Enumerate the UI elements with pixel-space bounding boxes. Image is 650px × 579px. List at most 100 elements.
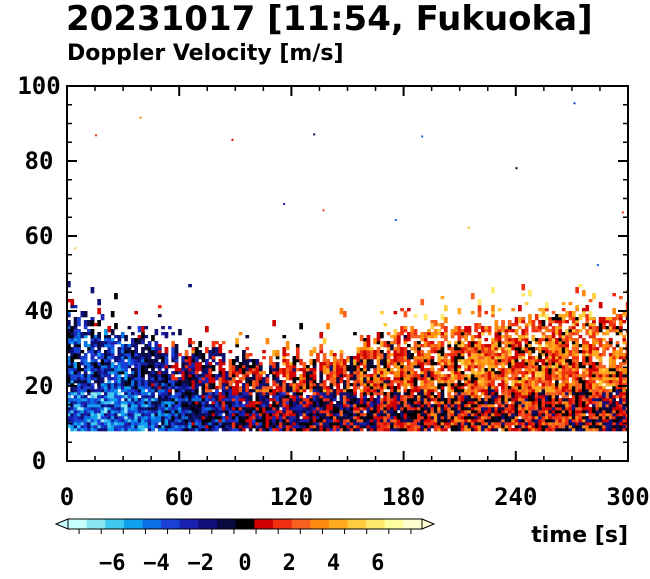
echo-cell <box>625 398 628 402</box>
echo-cell <box>608 371 613 375</box>
echo-cell <box>157 305 162 309</box>
echo-cell <box>528 371 532 375</box>
echo-cell <box>198 377 202 381</box>
echo-cell <box>464 389 468 393</box>
echo-cell <box>164 422 169 426</box>
echo-cell <box>205 395 209 399</box>
colorbar-swatch <box>328 519 349 529</box>
echo-cell <box>541 332 546 336</box>
echo-cell <box>440 344 445 348</box>
echo-cell <box>93 335 98 339</box>
echo-cell <box>184 350 189 357</box>
echo-cell <box>440 404 445 411</box>
echo-cell <box>390 341 394 351</box>
echo-cell <box>619 347 623 354</box>
echo-cell <box>470 335 475 339</box>
echo-cell <box>376 413 381 417</box>
echo-cell <box>319 344 324 351</box>
echo-cell <box>73 329 78 333</box>
echo-cell <box>477 338 482 342</box>
echo-cell <box>309 389 314 393</box>
echo-cell <box>198 428 202 432</box>
echo-cell <box>615 425 620 429</box>
echo-cell <box>511 386 515 390</box>
echo-cell <box>417 416 421 420</box>
echo-cell <box>501 413 505 417</box>
echo-cell <box>619 326 623 330</box>
echo-cell <box>248 392 253 396</box>
y-tick-label: 100 <box>17 72 60 100</box>
echo-cell <box>521 293 526 297</box>
colorbar-frame <box>67 518 423 530</box>
echo-cell <box>97 368 101 375</box>
echo-cell <box>427 350 431 360</box>
echo-cell <box>319 332 324 339</box>
echo-cell <box>380 341 384 348</box>
echo-cell <box>457 377 462 387</box>
echo-cell <box>83 344 88 348</box>
echo-cell <box>332 413 337 417</box>
echo-cell <box>528 428 532 432</box>
echo-cell <box>619 389 623 399</box>
echo-cell <box>73 386 78 390</box>
echo-cell <box>444 380 448 384</box>
echo-cell <box>393 362 398 369</box>
echo-cell <box>326 374 330 381</box>
echo-cell <box>558 344 563 354</box>
echo-cell <box>558 419 563 423</box>
echo-cell <box>93 338 98 345</box>
echo-cell <box>427 389 431 396</box>
echo-cell <box>178 407 182 411</box>
echo-cell <box>494 353 499 357</box>
echo-cell <box>423 353 428 357</box>
echo-cell <box>343 311 347 318</box>
echo-cell <box>440 347 445 357</box>
echo-cell <box>420 344 425 348</box>
echo-cell <box>238 410 243 414</box>
echo-cell <box>356 404 361 408</box>
echo-cell <box>575 374 579 378</box>
echo-cell <box>332 425 337 429</box>
echo-cell <box>494 371 499 381</box>
echo-cell <box>134 377 138 381</box>
echo-cell <box>120 353 125 357</box>
echo-cell <box>343 410 347 414</box>
echo-cell <box>433 395 438 399</box>
echo-cell <box>433 347 438 351</box>
echo-cell <box>585 392 590 396</box>
echo-cell <box>487 347 492 357</box>
echo-cell <box>359 356 364 360</box>
echo-cell <box>531 380 536 390</box>
echo-cell <box>484 428 489 432</box>
echo-cell <box>90 317 95 321</box>
colorbar-swatch <box>105 519 125 529</box>
echo-cell <box>178 380 182 384</box>
colorbar-swatch <box>217 519 237 529</box>
echo-cell <box>484 383 489 387</box>
echo-cell <box>437 350 441 354</box>
echo-cell <box>114 425 118 429</box>
echo-cell <box>521 284 526 291</box>
echo-cell <box>602 350 606 357</box>
echo-cell <box>178 377 182 381</box>
echo-cell <box>464 416 468 420</box>
echo-cell <box>558 338 563 342</box>
echo-cell <box>413 395 418 399</box>
echo-cell <box>521 392 526 396</box>
echo-cell <box>457 332 462 336</box>
echo-cell <box>518 395 522 399</box>
echo-cell <box>400 413 404 417</box>
echo-cell <box>191 371 196 375</box>
echo-cell <box>353 383 357 393</box>
echo-cell <box>585 323 590 327</box>
echo-cell <box>481 365 485 375</box>
echo-cell <box>386 341 391 345</box>
echo-cell <box>605 377 610 381</box>
echo-cell <box>440 335 445 339</box>
echo-cell <box>73 326 78 330</box>
echo-cell <box>440 359 445 363</box>
echo-cell <box>93 323 98 327</box>
echo-cell <box>235 380 239 387</box>
echo-cell <box>470 353 475 360</box>
echo-cell <box>464 344 468 348</box>
